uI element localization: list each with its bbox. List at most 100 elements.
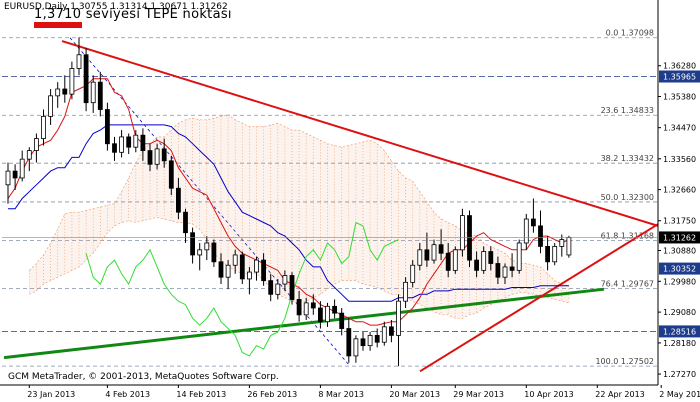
candle-body bbox=[531, 218, 536, 227]
candle-body bbox=[445, 252, 451, 271]
time-tick-label: 2 May 2013 bbox=[659, 390, 700, 399]
resistance-trend-line[interactable] bbox=[61, 40, 659, 227]
top-marker bbox=[34, 22, 82, 28]
candle-body bbox=[254, 259, 259, 273]
fibonacci-label: 61.8 1.31168 bbox=[601, 232, 654, 241]
price-tick-label: 1.36280 bbox=[663, 62, 696, 71]
candle-body bbox=[34, 138, 39, 151]
support-trend-line[interactable] bbox=[3, 287, 605, 360]
candle-body bbox=[374, 334, 380, 343]
candle-body bbox=[55, 88, 61, 97]
annotation-top-note: 1,3710 seviyesi TEPE noktası bbox=[34, 7, 232, 22]
candle-body bbox=[467, 215, 472, 261]
price-level-box bbox=[659, 325, 700, 338]
candle-body bbox=[282, 275, 288, 285]
candle-body bbox=[48, 95, 53, 117]
price-tick-label: 1.29980 bbox=[663, 277, 696, 286]
copyright-text: GCM MetaTrader, © 2001-2013, MetaQuotes … bbox=[8, 372, 279, 382]
candle-body bbox=[161, 148, 167, 162]
candle-body bbox=[12, 170, 18, 179]
price-tick-label: 1.28180 bbox=[663, 339, 696, 348]
candle-body bbox=[509, 266, 515, 271]
candle-body bbox=[246, 271, 252, 280]
candle-body bbox=[538, 225, 543, 247]
candle-body bbox=[353, 338, 359, 357]
kijun-sen-line bbox=[8, 124, 569, 302]
candle-body bbox=[332, 305, 338, 314]
candle-body bbox=[154, 148, 160, 165]
chikou-span-line bbox=[85, 221, 399, 357]
candle-body bbox=[481, 251, 487, 271]
candle-body bbox=[211, 242, 217, 263]
price-tick-label: 1.27270 bbox=[663, 370, 696, 379]
candle-body bbox=[140, 134, 146, 151]
candle-body bbox=[431, 244, 437, 261]
fibonacci-label: 0.0 1.37098 bbox=[606, 29, 654, 38]
candle-body bbox=[403, 281, 409, 302]
candle-body bbox=[126, 136, 132, 148]
candle-body bbox=[261, 259, 267, 282]
candle-body bbox=[232, 254, 238, 266]
candle-body bbox=[5, 170, 11, 186]
candle-body bbox=[289, 275, 295, 300]
price-tick-label: 1.34470 bbox=[663, 124, 696, 133]
fibonacci-label: 38.2 1.33432 bbox=[601, 154, 654, 163]
candle-body bbox=[204, 242, 210, 251]
candle-body bbox=[495, 263, 501, 278]
candle-body bbox=[105, 109, 110, 145]
candle-body bbox=[523, 218, 529, 244]
candle-body bbox=[459, 215, 465, 251]
price-box-label: 1.31262 bbox=[663, 233, 696, 242]
candle-body bbox=[516, 242, 522, 271]
price-box-label: 1.30352 bbox=[663, 265, 696, 274]
candle-body bbox=[190, 232, 196, 256]
time-tick-label: 4 Feb 2013 bbox=[105, 390, 150, 399]
candle-body bbox=[119, 136, 124, 153]
kumo-bottom-line bbox=[29, 216, 569, 319]
candle-body bbox=[268, 280, 274, 295]
candle-body bbox=[168, 160, 174, 189]
symbol-header: EURUSD,Daily 1.30755 1.31314 1.30671 1.3… bbox=[4, 2, 228, 12]
time-tick-label: 20 Mar 2013 bbox=[389, 390, 440, 399]
candle-body bbox=[90, 81, 96, 104]
candle-body bbox=[26, 150, 32, 160]
candle-body bbox=[396, 300, 401, 336]
candle-body bbox=[133, 134, 139, 148]
candle-body bbox=[41, 115, 46, 140]
fibonacci-label: 50.0 1.32300 bbox=[601, 193, 654, 202]
candle-body bbox=[346, 328, 352, 357]
fibonacci-label: 23.6 1.34833 bbox=[601, 106, 654, 115]
price-level-box bbox=[659, 262, 700, 275]
rising-trend-line[interactable] bbox=[419, 223, 659, 373]
candle-body bbox=[296, 299, 302, 316]
current-price-box bbox=[659, 231, 700, 244]
candle-body bbox=[218, 261, 224, 278]
candle-body bbox=[62, 88, 68, 95]
candle-body bbox=[367, 334, 373, 347]
candle-body bbox=[175, 187, 181, 213]
price-tick-label: 1.29080 bbox=[663, 308, 696, 317]
candle-body bbox=[502, 266, 508, 278]
candle-body bbox=[76, 54, 82, 69]
candle-body bbox=[197, 249, 203, 256]
kumo-top-line bbox=[29, 114, 569, 287]
candle-body bbox=[225, 264, 231, 278]
price-tick-label: 1.33560 bbox=[663, 155, 696, 164]
candle-body bbox=[19, 158, 25, 179]
candle-body bbox=[566, 237, 572, 256]
candle-body bbox=[381, 326, 387, 343]
candle-body bbox=[310, 302, 316, 309]
time-tick-label: 23 Jan 2013 bbox=[27, 390, 75, 399]
price-tick-label: 1.30880 bbox=[663, 247, 696, 256]
candle-body bbox=[239, 254, 245, 280]
candle-body bbox=[360, 338, 366, 347]
candle-body bbox=[552, 246, 558, 263]
candle-body bbox=[410, 264, 416, 283]
candle-body bbox=[438, 244, 444, 254]
candle-body bbox=[112, 143, 117, 153]
price-level-box bbox=[659, 70, 700, 83]
candle-body bbox=[325, 305, 330, 323]
candle-body bbox=[388, 326, 394, 336]
